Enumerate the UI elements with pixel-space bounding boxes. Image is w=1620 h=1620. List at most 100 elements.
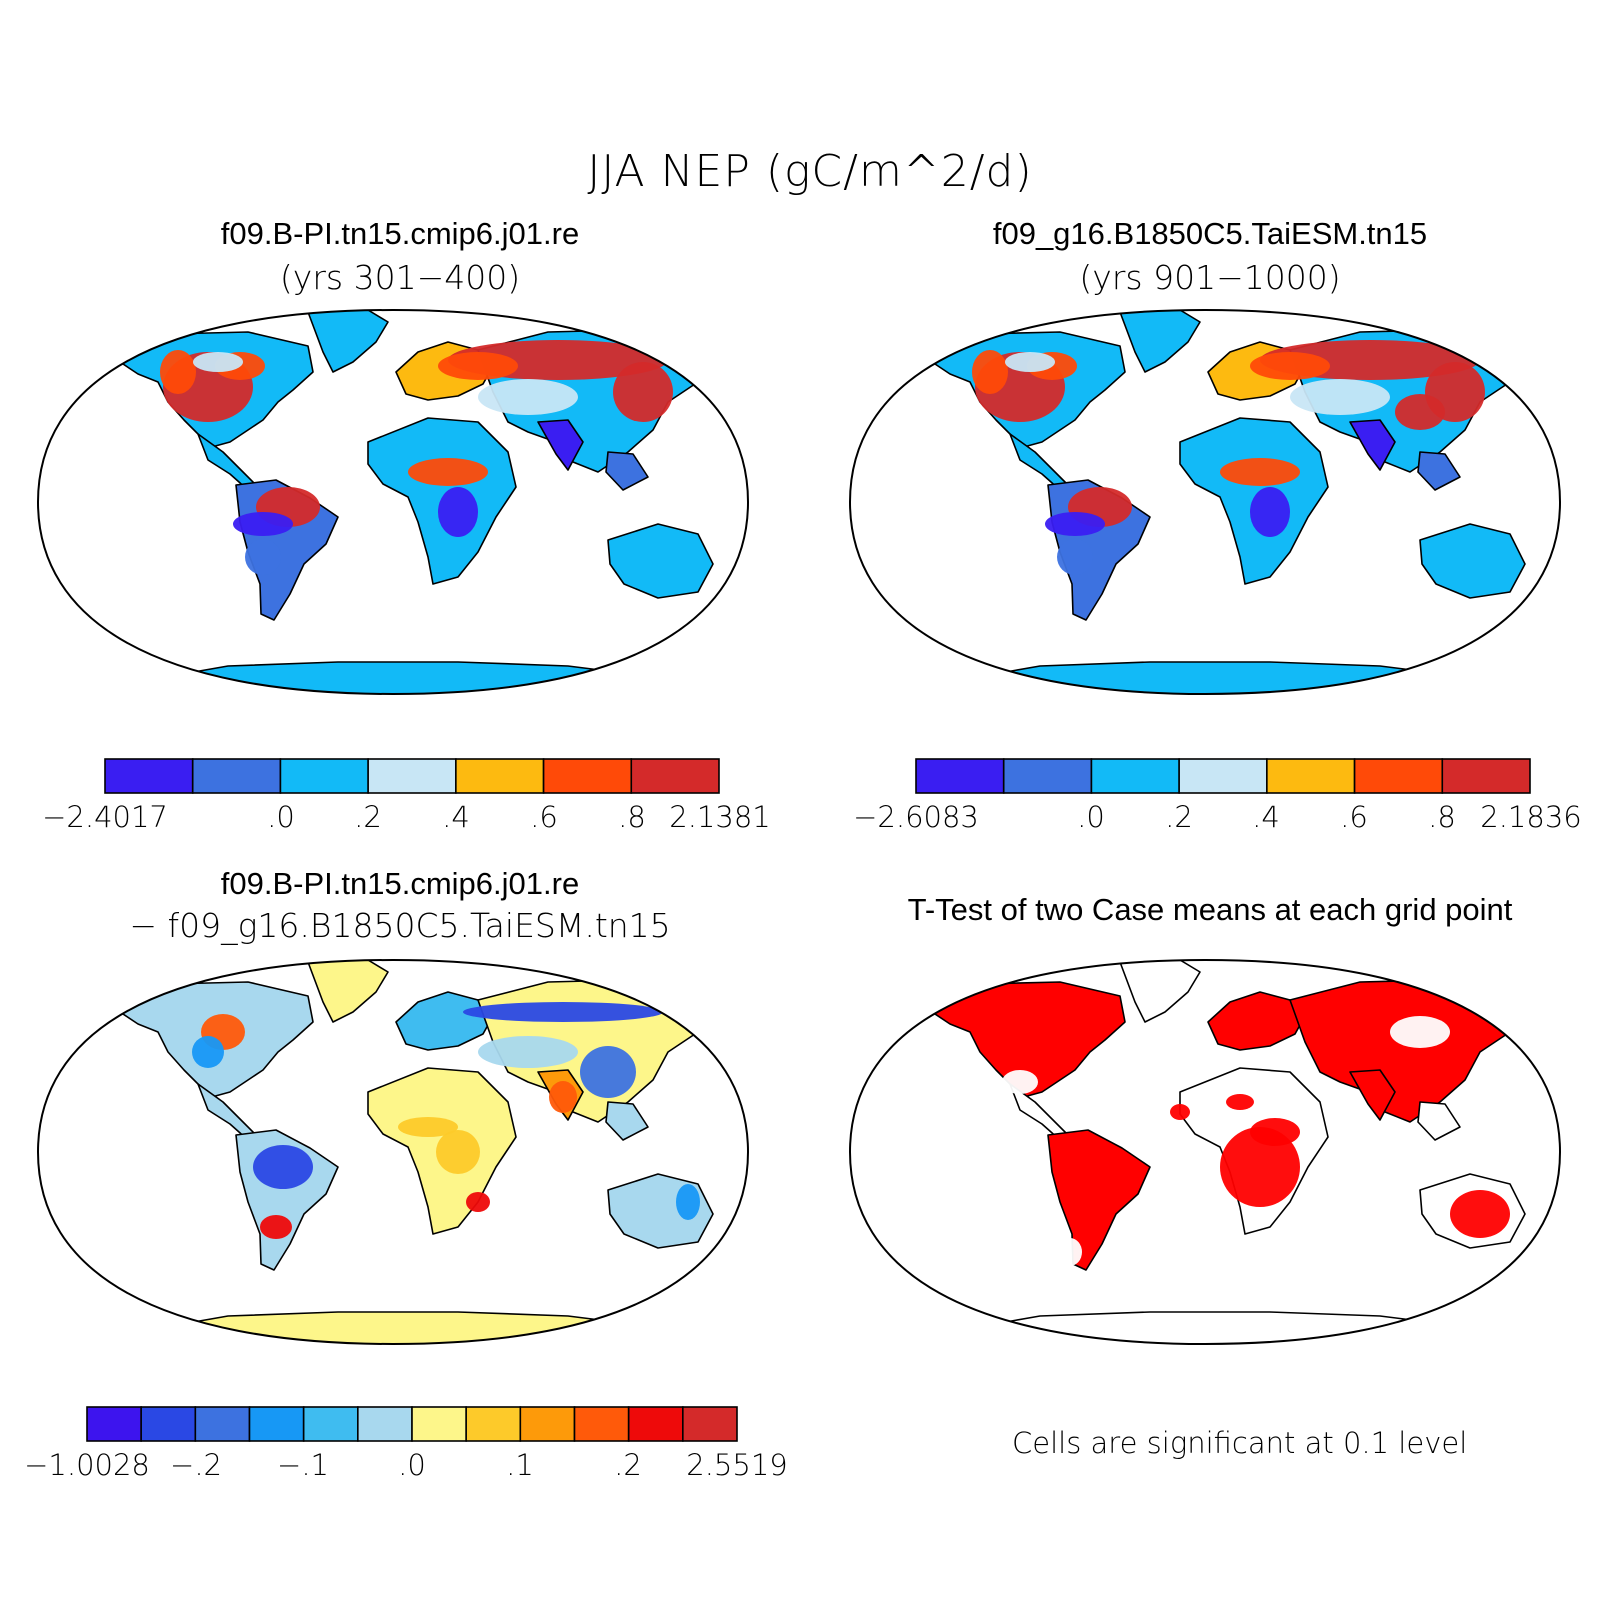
colorbar-box	[915, 758, 1005, 794]
colorbar-1-label: .6	[530, 800, 558, 834]
colorbar-box	[465, 1406, 522, 1442]
colorbar-3-label: −.2	[170, 1448, 222, 1482]
panel-1-title: f09.B-PI.tn15.cmip6.j01.re	[220, 216, 580, 251]
data-patch	[245, 539, 281, 575]
data-patch	[436, 1130, 480, 1174]
landmass-australia	[607, 523, 714, 599]
colorbar-box	[1266, 758, 1356, 794]
landmass-greenland	[307, 960, 389, 1023]
landmass-greenland	[1119, 310, 1201, 373]
data-patch	[438, 352, 518, 380]
colorbar-box	[248, 1406, 305, 1442]
landmass-seAsia	[605, 1101, 649, 1141]
colorbar-box	[682, 1406, 738, 1442]
colorbar-box	[455, 758, 545, 794]
landmass-australia	[1419, 523, 1526, 599]
data-patch	[1002, 1070, 1038, 1094]
colorbar-1-label: .0	[267, 800, 295, 834]
map-border	[36, 958, 750, 1346]
data-patch	[1057, 539, 1093, 575]
colorbar-3-label-min: −1.0028	[24, 1448, 150, 1482]
colorbar-1-label: .2	[354, 800, 382, 834]
colorbar-box	[630, 758, 720, 794]
colorbar-3-labels: −1.0028 −.2 −.1 .0 .1 .2 2.5519	[0, 1448, 800, 1488]
colorbar-1-label: .8	[618, 800, 646, 834]
colorbar-box	[411, 1406, 467, 1442]
landmass-northAmerica	[919, 981, 1126, 1099]
landmass-greenland	[307, 310, 389, 373]
colorbar-3-label: .0	[398, 1448, 426, 1482]
data-patch	[1170, 1104, 1190, 1120]
colorbar-2-label: .6	[1340, 800, 1368, 834]
colorbar-2-label: .2	[1165, 800, 1193, 834]
data-patch	[972, 350, 1008, 394]
data-patch	[1250, 487, 1290, 537]
colorbar-1-label: .4	[442, 800, 470, 834]
map-panel-1	[36, 308, 750, 696]
colorbar-1-label-min: −2.4017	[42, 800, 168, 834]
colorbar-box	[357, 1406, 413, 1442]
colorbar-2-label-min: −2.6083	[853, 800, 979, 834]
data-patch	[1220, 458, 1300, 486]
landmass-greenland	[1119, 960, 1201, 1023]
map-panel-4-ttest	[848, 958, 1562, 1346]
colorbar-1-labels: −2.4017 .0 .2 .4 .6 .8 2.1381	[0, 800, 800, 840]
data-patch	[253, 1145, 313, 1189]
panel-3-subtitle: − f09_g16.B1850C5.TaiESM.tn15	[129, 906, 671, 945]
landmass-seAsia	[1417, 451, 1461, 491]
data-patch	[1058, 1238, 1082, 1266]
panel-1-subtitle: (yrs 301−400)	[279, 258, 521, 297]
data-patch	[408, 458, 488, 486]
data-patch	[260, 1215, 292, 1239]
colorbar-box	[140, 1406, 197, 1442]
colorbar-box	[627, 1406, 684, 1442]
data-patch	[549, 1081, 577, 1113]
colorbar-box	[279, 758, 369, 794]
data-patch	[463, 1002, 663, 1022]
data-patch	[1220, 1127, 1300, 1207]
map-panel-2	[848, 308, 1562, 696]
data-patch	[1390, 1016, 1450, 1048]
colorbar-box	[1441, 758, 1531, 794]
data-patch	[1250, 1118, 1300, 1146]
data-patch	[1450, 1190, 1510, 1238]
data-patch	[233, 512, 293, 536]
colorbar-box	[191, 758, 282, 794]
figure-title: JJA NEP (gC/m^2/d)	[587, 146, 1033, 197]
data-patch	[478, 1036, 578, 1068]
colorbar-box	[302, 1406, 359, 1442]
colorbar-box	[194, 1406, 251, 1442]
colorbar-box	[86, 1406, 142, 1442]
landmass-seAsia	[605, 451, 649, 491]
colorbar-2-label: .0	[1077, 800, 1105, 834]
colorbar-2-labels: −2.6083 .0 .2 .4 .6 .8 2.1836	[810, 800, 1620, 840]
panel-3-title: f09.B-PI.tn15.cmip6.j01.re	[220, 866, 580, 901]
colorbar-3-label: .2	[614, 1448, 642, 1482]
colorbar-box	[542, 758, 633, 794]
data-patch	[1005, 352, 1055, 372]
colorbar-box	[367, 758, 457, 794]
landmass-india	[1349, 1069, 1396, 1121]
map-border	[848, 308, 1562, 696]
data-patch	[193, 352, 243, 372]
map-border	[36, 308, 750, 696]
panel-2-subtitle: (yrs 901−1000)	[1079, 258, 1341, 297]
data-patch	[580, 1046, 636, 1098]
landmass-seAsia	[1417, 1101, 1461, 1141]
data-patch	[613, 362, 673, 422]
landmass-india	[537, 419, 584, 471]
data-patch	[398, 1117, 458, 1137]
colorbar-2-label: .8	[1428, 800, 1456, 834]
data-patch	[1045, 512, 1105, 536]
colorbar-box	[1353, 758, 1444, 794]
colorbar-2	[915, 758, 1531, 794]
data-patch	[1395, 394, 1445, 430]
landmass-india	[1349, 419, 1396, 471]
colorbar-3-label-max: 2.5519	[686, 1448, 788, 1482]
colorbar-3-label: −.1	[277, 1448, 329, 1482]
panel-2-title: f09_g16.B1850C5.TaiESM.tn15	[992, 216, 1428, 251]
colorbar-box	[1002, 758, 1093, 794]
colorbar-3-label: .1	[506, 1448, 534, 1482]
colorbar-box	[519, 1406, 576, 1442]
colorbar-1	[104, 758, 720, 794]
